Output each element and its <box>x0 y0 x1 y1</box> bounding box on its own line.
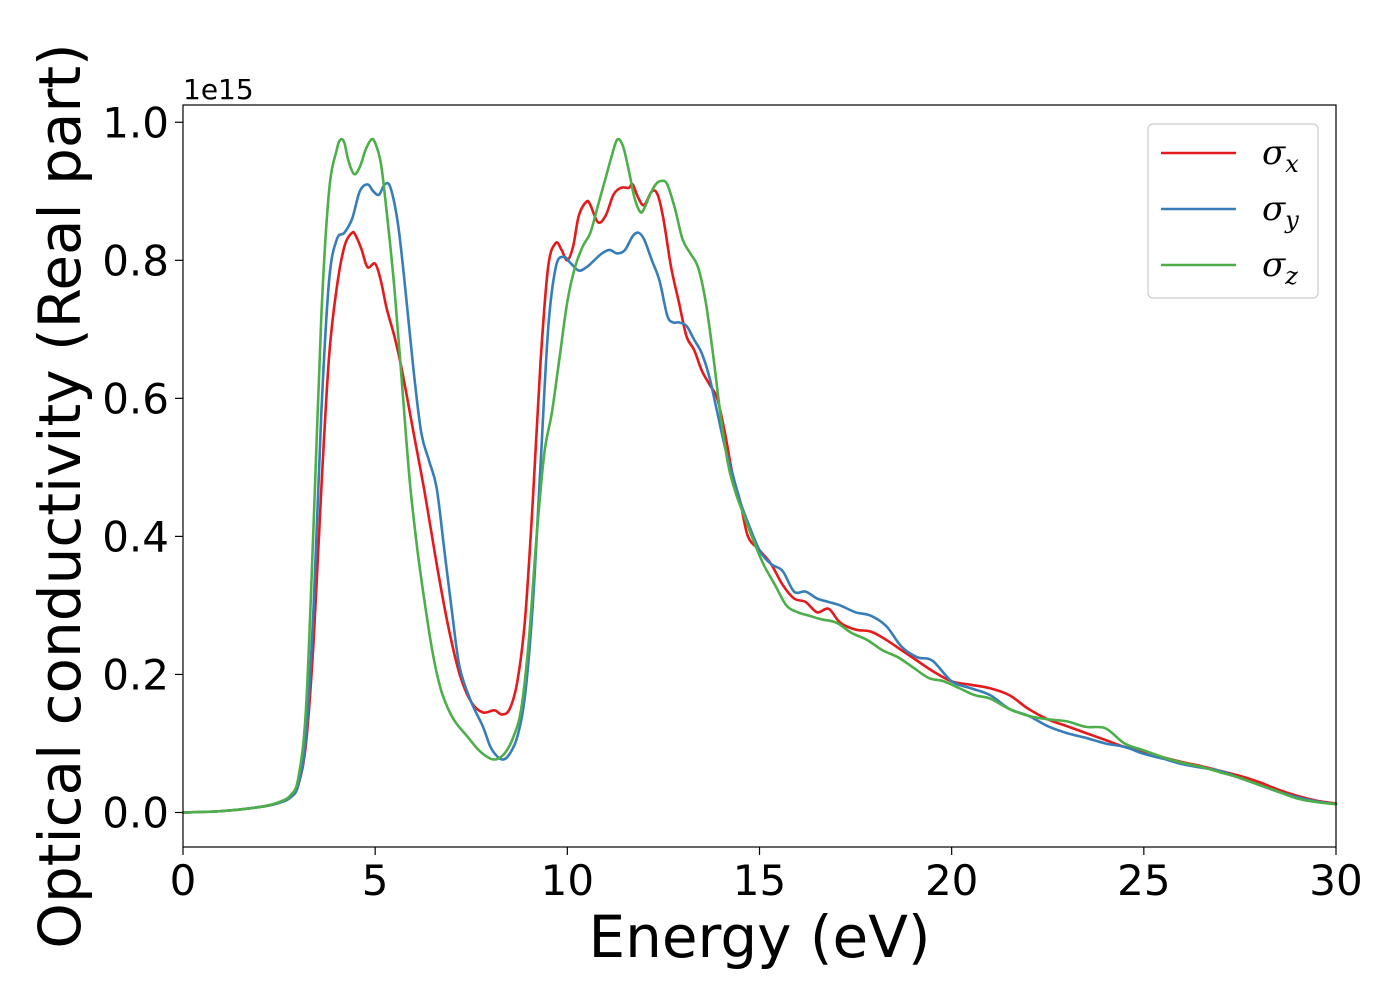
y-tick-label: 0.6 <box>102 374 169 423</box>
y-axis-title: Optical conductivity (Real part) <box>26 43 94 948</box>
x-tick-label: 0 <box>170 856 197 905</box>
y-tick-label: 1.0 <box>102 98 169 147</box>
series-line-x <box>181 182 1338 814</box>
x-tick-label: 5 <box>362 856 389 905</box>
legend-symbol: σ <box>1262 245 1286 285</box>
x-axis-title: Energy (eV) <box>588 903 930 971</box>
x-tick-label: 15 <box>733 856 786 905</box>
x-axis: 0 5 10 15 20 25 30 <box>170 847 1363 905</box>
legend-subscript: x <box>1285 150 1299 178</box>
plot-background <box>183 105 1336 847</box>
y-axis: 0.0 0.2 0.4 0.6 0.8 1.0 <box>102 98 183 837</box>
legend-subscript: y <box>1284 206 1299 234</box>
y-tick-label: 0.2 <box>102 650 169 699</box>
legend-symbol: σ <box>1262 133 1286 173</box>
legend-box <box>1147 123 1319 299</box>
legend-subscript: z <box>1284 262 1298 290</box>
y-tick-label: 0.8 <box>102 236 169 285</box>
x-tick-label: 10 <box>541 856 594 905</box>
series-line-z <box>181 137 1338 814</box>
legend-label-y: σy <box>1262 189 1299 234</box>
legend-symbol: σ <box>1262 189 1286 229</box>
x-tick-label: 30 <box>1309 856 1362 905</box>
x-tick-label: 20 <box>925 856 978 905</box>
y-offset-label: 1e15 <box>183 73 254 106</box>
x-tick-label: 25 <box>1117 856 1170 905</box>
series-layer <box>181 137 1338 814</box>
legend-label-x: σx <box>1262 133 1299 178</box>
y-tick-label: 0.4 <box>102 512 169 561</box>
legend-label-z: σz <box>1262 245 1298 290</box>
y-tick-label: 0.0 <box>102 788 169 837</box>
